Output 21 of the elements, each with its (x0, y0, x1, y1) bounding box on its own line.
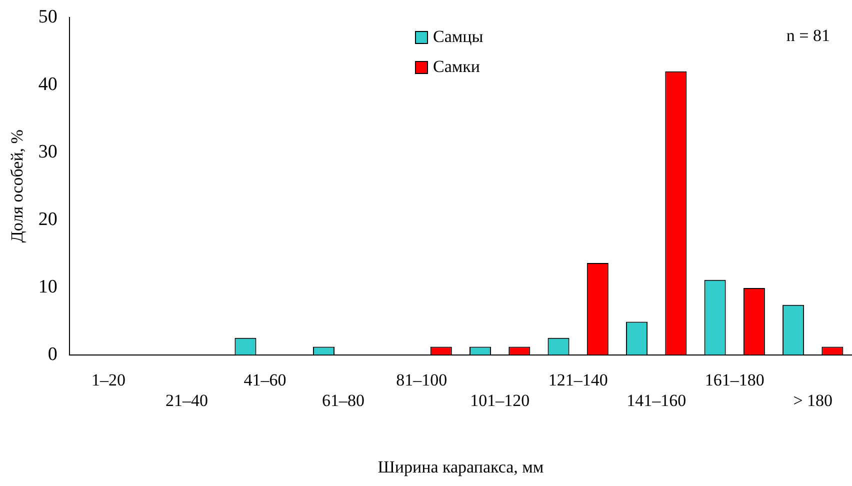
x-tick-label: 161–180 (704, 370, 764, 390)
x-tick-label: 141–160 (626, 390, 686, 410)
y-tick-label: 10 (38, 276, 58, 298)
x-tick-label: 1–20 (92, 370, 126, 390)
legend-label: Самцы (433, 27, 484, 47)
x-axis-title: Ширина карапакса, мм (378, 457, 544, 476)
x-tick-label: 41–60 (244, 370, 286, 390)
x-tick-label: > 180 (793, 390, 833, 410)
y-tick-label: 40 (38, 74, 58, 95)
legend-label: Самки (433, 57, 480, 77)
y-axis-title: Доля особей, % (8, 130, 27, 243)
x-tick-label: 61–80 (322, 390, 365, 410)
y-tick-label: 20 (38, 208, 58, 230)
annotation: n = 81 (786, 26, 830, 46)
x-tick-label: 81–100 (396, 370, 448, 390)
x-tick-label: 101–120 (470, 390, 530, 410)
y-tick-label: 0 (48, 344, 58, 365)
x-tick-label: 121–140 (548, 370, 608, 390)
x-tick-label: 21–40 (166, 390, 208, 410)
y-tick-label: 50 (38, 6, 58, 28)
y-tick-label: 30 (38, 141, 58, 162)
